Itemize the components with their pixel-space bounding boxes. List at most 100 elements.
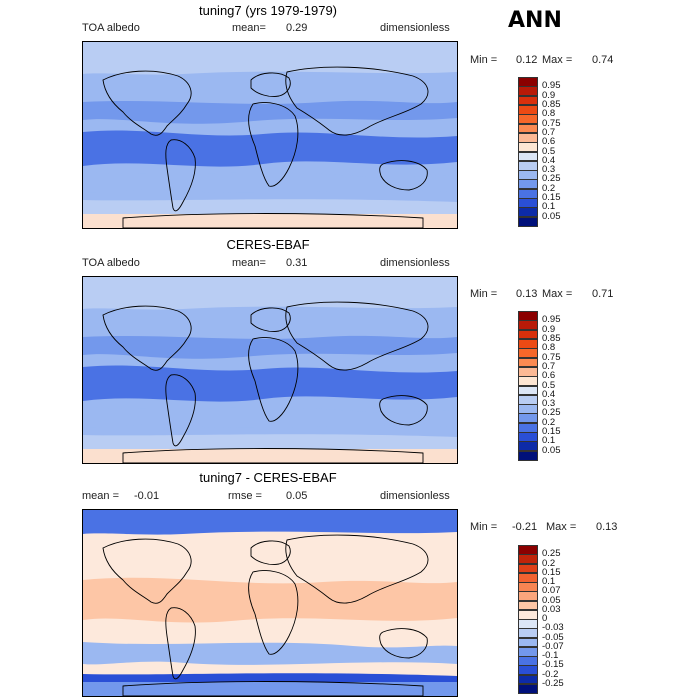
colorbar-level-label: 0.85 <box>542 332 561 344</box>
map-region <box>83 42 457 75</box>
panel-3-units: dimensionless <box>380 490 450 502</box>
map-region <box>83 642 457 665</box>
colorbar-level-label: 0.05 <box>542 210 561 222</box>
coastline <box>379 628 428 659</box>
colorbar-level-label: 0.6 <box>542 136 556 148</box>
map-region <box>83 277 457 310</box>
colorbar-level-label: -0.05 <box>542 631 564 643</box>
map-region <box>83 335 457 359</box>
panel-3-colorbar: 0.25 0.2 0.15 0.1 0.07 0.05 0.03 0 -0.03 -0.05 -0.… <box>518 545 578 694</box>
panel-3-map <box>82 509 458 697</box>
colorbar-level-label: -0.03 <box>542 622 564 634</box>
panel-2-mean-value: 0.31 <box>286 257 308 269</box>
coastline <box>102 305 192 371</box>
panel-1-min-value: 0.12 <box>516 54 538 66</box>
panel-2-map-svg <box>83 277 457 463</box>
panel-2-colorbar: 0.95 0.9 0.85 0.8 0.75 0.7 0.6 0.5 0.4 0.3 0.25 0.2… <box>518 311 578 461</box>
panel-2-units: dimensionless <box>380 257 450 269</box>
colorbar-level-label: 0.05 <box>542 444 561 456</box>
panel-3-mean-label: mean = <box>82 490 119 502</box>
panel-1-min-label: Min = <box>470 54 498 66</box>
panel-3-title: tuning7 - CERES-EBAF <box>199 470 337 485</box>
panel-3-max-label: Max = <box>546 521 577 533</box>
colorbar-level-label: 0.25 <box>542 407 561 419</box>
panel-2-title: CERES-EBAF <box>226 237 310 252</box>
map-polar-band <box>83 682 457 696</box>
coastline <box>102 70 192 136</box>
coastline <box>285 66 429 136</box>
map-region <box>83 407 457 428</box>
coastline <box>248 570 299 655</box>
colorbar-level-label: 0.3 <box>542 398 556 410</box>
colorbar-level-label: 0.7 <box>542 360 556 372</box>
panel-1-title: tuning7 (yrs 1979-1979) <box>198 3 338 18</box>
panel-2-max-label: Max = <box>542 288 573 300</box>
colorbar-level-label: 0.95 <box>542 80 561 92</box>
coastline <box>379 160 428 191</box>
colorbar-level-label: 0.07 <box>542 585 561 597</box>
panel-2-max-value: 0.71 <box>592 288 614 300</box>
colorbar-level-label: 0.5 <box>542 379 556 391</box>
colorbar-level-label: 0.5 <box>542 145 556 157</box>
colorbar-level-label: -0.2 <box>542 668 559 680</box>
map-region <box>83 172 457 193</box>
map-region <box>83 577 457 623</box>
colorbar-level-label: 0 <box>542 613 548 624</box>
coastline <box>379 395 428 426</box>
colorbar-level-label: 0.05 <box>542 594 561 606</box>
panel-3-map-svg <box>83 510 457 696</box>
panel-1-variable-label: TOA albedo <box>82 22 140 34</box>
map-polar-band <box>83 449 457 463</box>
panel-2-map <box>82 276 458 464</box>
colorbar-level-label: 0.75 <box>542 351 561 363</box>
colorbar-level-label: 0.2 <box>542 557 556 569</box>
colorbar-level-label: 0.1 <box>542 201 556 213</box>
coastline <box>165 139 196 212</box>
colorbar-level-label: 0.8 <box>542 108 556 120</box>
coastline <box>165 607 196 680</box>
panel-2-mean-label: mean= <box>232 257 266 269</box>
panel-3-min-value: -0.21 <box>512 521 538 533</box>
colorbar-level-label: 0.03 <box>542 603 561 615</box>
colorbar-level-label: 0.15 <box>542 566 561 578</box>
panel-3-rmse-label: rmse = <box>228 490 262 502</box>
panel-1-mean-label: mean= <box>232 22 266 34</box>
coastline <box>122 213 424 228</box>
colorbar-level-label: 0.9 <box>542 89 556 101</box>
colorbar-level-label: 0.7 <box>542 126 556 138</box>
colorbar-level-label: 0.85 <box>542 98 561 110</box>
colorbar-level-label: -0.07 <box>542 640 564 652</box>
coastline <box>285 301 429 371</box>
colorbar-level-label: 0.4 <box>542 388 556 400</box>
panel-3-mean-value: -0.01 <box>134 490 160 502</box>
colorbar-level-label: 0.25 <box>542 548 561 560</box>
coastline <box>102 538 192 604</box>
panel-2-variable-label: TOA albedo <box>82 257 140 269</box>
colorbar-level-label: 0.3 <box>542 164 556 176</box>
colorbar-level-label: 0.2 <box>542 182 556 194</box>
map-region <box>83 100 457 124</box>
colorbar-level-label: -0.1 <box>542 650 559 661</box>
panel-2-min-value: 0.13 <box>516 288 538 300</box>
colorbar-level-label: 0.75 <box>542 117 561 129</box>
coastline <box>248 102 299 187</box>
colorbar-level-label: 0.15 <box>542 192 561 204</box>
panel-3-rmse-value: 0.05 <box>286 490 308 502</box>
panel-3-max-value: 0.13 <box>596 521 618 533</box>
colorbar-swatch <box>518 216 538 227</box>
colorbar-level-label: 0.8 <box>542 342 556 354</box>
panel-1-max-value: 0.74 <box>592 54 614 66</box>
panel-3-min-label: Min = <box>470 521 498 533</box>
colorbar-level-label: 0.2 <box>542 416 556 428</box>
colorbar-level-label: 0.95 <box>542 314 561 326</box>
colorbar-level-label: 0.9 <box>542 323 556 335</box>
panel-1-map-svg <box>83 42 457 228</box>
colorbar-level-label: 0.6 <box>542 370 556 382</box>
panel-1-map <box>82 41 458 229</box>
panel-1-units: dimensionless <box>380 22 450 34</box>
map-region <box>83 510 457 535</box>
coastline <box>122 448 424 463</box>
colorbar-level-label: -0.15 <box>542 659 564 671</box>
panel-1-max-label: Max = <box>542 54 573 66</box>
panel-1-mean-value: 0.29 <box>286 22 308 34</box>
